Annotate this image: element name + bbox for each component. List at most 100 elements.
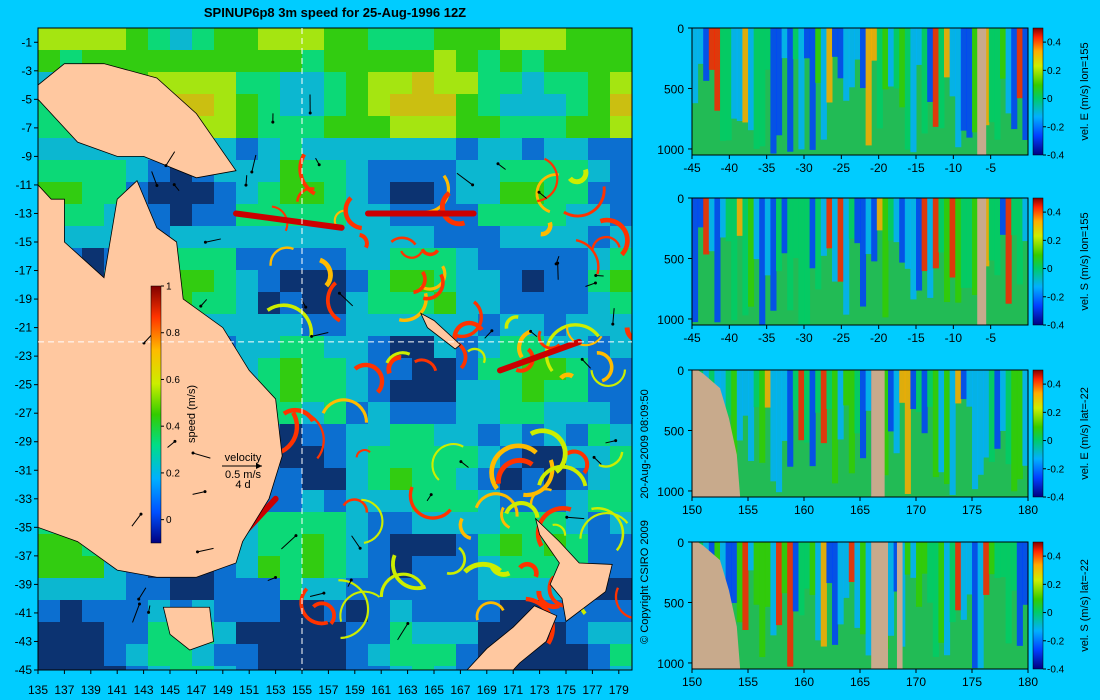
map-y-tick-label: -1 bbox=[21, 35, 32, 49]
section-cell bbox=[837, 28, 844, 79]
section-cell bbox=[876, 28, 883, 129]
section-cell bbox=[882, 28, 889, 90]
speed-cell bbox=[214, 248, 236, 270]
speed-cell bbox=[368, 402, 390, 424]
speed-cell bbox=[522, 314, 544, 336]
section-cell bbox=[955, 198, 962, 303]
velocity-arrow bbox=[281, 535, 297, 550]
speed-cell bbox=[324, 644, 346, 666]
speed-cell bbox=[456, 116, 478, 138]
speed-cell bbox=[390, 358, 412, 380]
speed-cell bbox=[456, 160, 478, 182]
map-y-tick-label: -23 bbox=[15, 349, 33, 363]
speed-cell bbox=[566, 248, 588, 270]
eddy-stroke bbox=[321, 398, 369, 423]
speed-cell bbox=[500, 28, 522, 50]
speed-cell bbox=[302, 226, 324, 248]
speed-cell bbox=[566, 94, 588, 116]
speed-colorbar-tick-label: 0.2 bbox=[166, 468, 180, 479]
speed-cell bbox=[522, 50, 544, 72]
section-cell bbox=[1016, 198, 1023, 285]
speed-cell bbox=[500, 600, 522, 622]
speed-cell bbox=[390, 28, 412, 50]
velocity-arrow bbox=[251, 154, 257, 173]
speed-cell bbox=[610, 270, 632, 292]
speed-cell bbox=[412, 50, 434, 72]
speed-cell bbox=[434, 578, 456, 600]
speed-cell bbox=[368, 248, 390, 270]
speed-cell bbox=[456, 578, 478, 600]
speed-cell bbox=[82, 226, 104, 248]
velocity-arrow-origin bbox=[317, 163, 321, 167]
speed-cell bbox=[302, 336, 324, 358]
speed-cell bbox=[390, 446, 412, 468]
section-cell bbox=[994, 28, 1001, 140]
map-y-tick-label: -39 bbox=[15, 577, 33, 591]
velocity-arrow-origin bbox=[429, 493, 433, 497]
speed-cell bbox=[236, 666, 258, 670]
eddy-stroke bbox=[414, 358, 438, 372]
section-cell bbox=[748, 542, 755, 571]
section-cell bbox=[860, 370, 867, 459]
speed-cell bbox=[500, 138, 522, 160]
velocity-arrow-origin bbox=[244, 183, 248, 187]
speed-cell bbox=[38, 556, 60, 578]
section-cell bbox=[988, 370, 995, 462]
speed-cell bbox=[500, 380, 522, 402]
section-cell bbox=[932, 370, 939, 478]
speed-cell bbox=[104, 28, 126, 50]
speed-cell bbox=[258, 226, 280, 248]
section-cell bbox=[977, 370, 984, 475]
speed-cell bbox=[258, 270, 280, 292]
section-cell bbox=[927, 370, 934, 407]
map-x-tick-label: 159 bbox=[345, 683, 365, 697]
section-frame bbox=[691, 197, 1029, 326]
speed-cell bbox=[236, 600, 258, 622]
section-cell bbox=[854, 370, 861, 434]
velocity-arrow bbox=[538, 191, 547, 199]
eddy-stroke bbox=[386, 355, 402, 375]
speed-cell bbox=[280, 248, 302, 270]
section-cell bbox=[944, 542, 951, 656]
map-x-tick-label: 155 bbox=[292, 683, 312, 697]
speed-cell bbox=[610, 72, 632, 94]
speed-cell bbox=[478, 248, 500, 270]
velocity-arrow bbox=[205, 238, 221, 243]
section-cell bbox=[983, 198, 990, 267]
velocity-arrow-origin bbox=[594, 274, 598, 278]
section-cell bbox=[837, 198, 844, 282]
section-cell bbox=[938, 28, 945, 129]
section-cell bbox=[960, 28, 967, 131]
speed-cell bbox=[588, 622, 610, 644]
speed-cell bbox=[258, 160, 280, 182]
speed-cell bbox=[566, 380, 588, 402]
velocity-arrow-origin bbox=[304, 305, 308, 309]
velocity-arrow-origin bbox=[471, 183, 475, 187]
speed-cell bbox=[280, 72, 302, 94]
velocity-arrow-origin bbox=[172, 183, 176, 187]
map-x-tick-label: 143 bbox=[134, 683, 154, 697]
speed-cell bbox=[412, 226, 434, 248]
section-cell bbox=[888, 198, 895, 241]
velocity-arrow-origin bbox=[580, 357, 584, 361]
section-x-tick-label: -10 bbox=[945, 331, 963, 345]
speed-cell bbox=[280, 622, 302, 644]
eddy-stroke bbox=[535, 505, 572, 548]
speed-cell bbox=[368, 94, 390, 116]
section-cell bbox=[815, 28, 822, 83]
velocity-arrow-origin bbox=[147, 610, 151, 614]
speed-cell bbox=[610, 424, 632, 446]
section-cell bbox=[764, 370, 771, 408]
eddy-stroke bbox=[563, 186, 606, 218]
map-x-tick-label: 163 bbox=[398, 683, 418, 697]
map-x-tick-label: 137 bbox=[54, 683, 74, 697]
section-x-tick-label: -20 bbox=[870, 331, 888, 345]
section-cell bbox=[820, 198, 827, 256]
section-cell bbox=[720, 198, 727, 238]
speed-cell bbox=[38, 50, 60, 72]
speed-cell bbox=[280, 534, 302, 556]
section-cell bbox=[949, 28, 956, 97]
section-cell bbox=[888, 542, 895, 636]
section-x-tick-label: -40 bbox=[721, 331, 739, 345]
section-x-tick-label: -35 bbox=[758, 331, 776, 345]
